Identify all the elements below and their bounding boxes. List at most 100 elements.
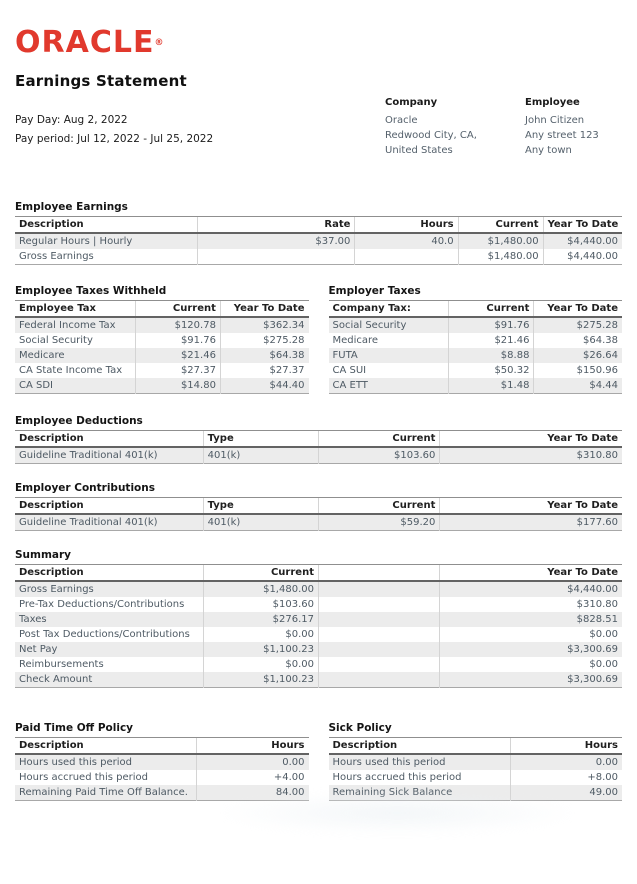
table-cell: $1,480.00 bbox=[202, 581, 319, 597]
table-cell: $3,300.69 bbox=[439, 672, 622, 688]
table-cell: $3,300.69 bbox=[439, 642, 622, 657]
column-header: Rate bbox=[196, 217, 355, 234]
table-cell: $0.00 bbox=[439, 657, 622, 672]
table-cell: $21.46 bbox=[134, 348, 221, 363]
employee-taxes-table: Employee Tax Current Year To Date Federal I… bbox=[15, 301, 309, 394]
table-cell: $8.88 bbox=[448, 348, 534, 363]
column-header: Hours bbox=[509, 738, 622, 755]
table-cell: Federal Income Tax bbox=[19, 320, 116, 331]
table-cell: $1,480.00 bbox=[457, 233, 544, 249]
pay-period: Pay period: Jul 12, 2022 - Jul 25, 2022 bbox=[15, 133, 214, 145]
table-row: Post Tax Deductions/Contributions $0.00 $0… bbox=[15, 627, 622, 642]
table-cell: $4,440.00 bbox=[542, 249, 622, 265]
employee-street: Any street 123 bbox=[525, 130, 599, 141]
section-title: Employer Contributions bbox=[15, 482, 622, 498]
policies-row: Paid Time Off Policy Description Hours Hou… bbox=[15, 722, 622, 801]
table-cell bbox=[317, 657, 440, 672]
table-row: FUTA $8.88 $26.64 bbox=[328, 348, 622, 363]
table-row: Check Amount $1,100.23 $3,300.69 bbox=[15, 672, 622, 688]
header-row: Employee Tax Current Year To Date bbox=[15, 301, 309, 318]
table-cell: Net Pay bbox=[19, 644, 58, 655]
table-cell: $828.51 bbox=[439, 612, 622, 627]
table-cell bbox=[317, 642, 440, 657]
table-row: Remaining Paid Time Off Balance. 84.00 bbox=[15, 785, 309, 801]
section-employer-contributions: Employer Contributions Description Type Cu… bbox=[15, 482, 622, 531]
employee-town: Any town bbox=[525, 145, 572, 156]
table-row: CA SUI $50.32 $150.96 bbox=[329, 363, 622, 378]
table-row: Medicare $21.46 $64.38 bbox=[15, 348, 309, 363]
company-info: Company Oracle Redwood City, CA, United … bbox=[385, 97, 477, 158]
table-cell: Remaining Paid Time Off Balance. bbox=[19, 787, 188, 798]
table-cell: $0.00 bbox=[202, 627, 319, 642]
column-header: Current bbox=[457, 217, 544, 234]
column-header bbox=[317, 565, 440, 582]
table-cell: $1.48 bbox=[448, 378, 534, 394]
company-name: Oracle bbox=[385, 115, 418, 126]
table-cell: Medicare bbox=[19, 350, 65, 361]
table-cell: $362.34 bbox=[219, 317, 309, 333]
column-header: Hours bbox=[354, 217, 459, 234]
column-header: Company Tax: bbox=[328, 301, 449, 318]
table-cell: 49.00 bbox=[509, 785, 622, 801]
employer-taxes-table: Company Tax: Current Year To Date Social Se… bbox=[328, 301, 622, 394]
table-cell: 0.00 bbox=[509, 754, 622, 770]
pay-day: Pay Day: Aug 2, 2022 bbox=[15, 114, 128, 126]
table-cell: $0.00 bbox=[202, 657, 319, 672]
table-row: Social Security $91.76 $275.28 bbox=[15, 333, 309, 348]
table-cell: $14.80 bbox=[134, 378, 221, 394]
section-title: Summary bbox=[15, 549, 622, 565]
table-row: Taxes $276.17 $828.51 bbox=[15, 612, 622, 627]
column-header: Year To Date bbox=[542, 217, 622, 234]
table-cell: FUTA bbox=[332, 350, 358, 361]
employee-name: John Citizen bbox=[525, 115, 585, 126]
table-cell: Social Security bbox=[19, 335, 93, 346]
table-cell: CA SDI bbox=[19, 380, 53, 391]
table-cell bbox=[317, 612, 440, 627]
table-cell: $27.37 bbox=[219, 363, 309, 378]
section-title: Employee Deductions bbox=[15, 415, 622, 431]
table-cell: $26.64 bbox=[533, 348, 622, 363]
table-cell: Check Amount bbox=[19, 674, 93, 685]
table-cell: Regular Hours | Hourly bbox=[19, 236, 133, 247]
sick-policy-table: Description Hours Hours used this period 0.… bbox=[328, 738, 622, 801]
section-employee-deductions: Employee Deductions Description Type Curre… bbox=[15, 415, 622, 464]
oracle-logo: ORACLE® bbox=[15, 27, 622, 59]
table-cell: $50.32 bbox=[448, 363, 534, 378]
table-row: Federal Income Tax $120.78 $362.34 bbox=[15, 317, 309, 333]
table-cell: Reimbursements bbox=[19, 659, 104, 670]
registered-trademark-icon: ® bbox=[154, 38, 165, 48]
column-header: Current bbox=[448, 301, 534, 318]
column-header: Type bbox=[202, 498, 319, 515]
header-row: Description Type Current Year To Date bbox=[15, 498, 622, 515]
employer-contributions-table: Description Type Current Year To Date Guidel… bbox=[15, 498, 622, 531]
table-cell: Social Security bbox=[332, 320, 407, 331]
table-row: Hours accrued this period +4.00 bbox=[15, 770, 309, 785]
table-cell: $310.80 bbox=[439, 447, 622, 464]
table-cell: Gross Earnings bbox=[19, 251, 94, 262]
pto-policy-table: Description Hours Hours used this period 0.… bbox=[15, 738, 309, 801]
table-cell: Medicare bbox=[332, 335, 379, 346]
column-header: Description bbox=[15, 431, 204, 448]
pay-info: Pay Day: Aug 2, 2022 Pay period: Jul 12,… bbox=[15, 111, 622, 149]
table-cell: $177.60 bbox=[439, 514, 622, 531]
section-employee-taxes: Employee Taxes Withheld Employee Tax Curr… bbox=[15, 285, 309, 394]
header-row: Description Hours bbox=[15, 738, 309, 755]
table-row: Gross Earnings $1,480.00 $4,440.00 bbox=[15, 581, 622, 597]
header-row: Company Tax: Current Year To Date bbox=[328, 301, 622, 318]
table-cell: CA ETT bbox=[332, 380, 368, 391]
table-cell bbox=[317, 627, 440, 642]
column-header: Year To Date bbox=[439, 431, 622, 448]
statement-header: ORACLE® Earnings Statement Pay Day: Aug … bbox=[15, 27, 622, 195]
table-cell: $37.00 bbox=[196, 233, 355, 249]
table-cell bbox=[354, 249, 459, 265]
column-header: Description bbox=[328, 738, 511, 755]
header-row: Description Hours bbox=[328, 738, 622, 755]
table-row: Regular Hours | Hourly $37.00 40.0 $1,480.0… bbox=[15, 233, 622, 249]
table-row: Guideline Traditional 401(k) 401(k) $59.20… bbox=[15, 514, 622, 531]
column-header: Description bbox=[15, 217, 198, 234]
table-cell bbox=[317, 581, 440, 597]
table-row: Remaining Sick Balance 49.00 bbox=[328, 785, 622, 801]
section-title: Employee Taxes Withheld bbox=[15, 285, 309, 301]
column-header: Type bbox=[202, 431, 319, 448]
table-cell: +4.00 bbox=[196, 770, 309, 785]
